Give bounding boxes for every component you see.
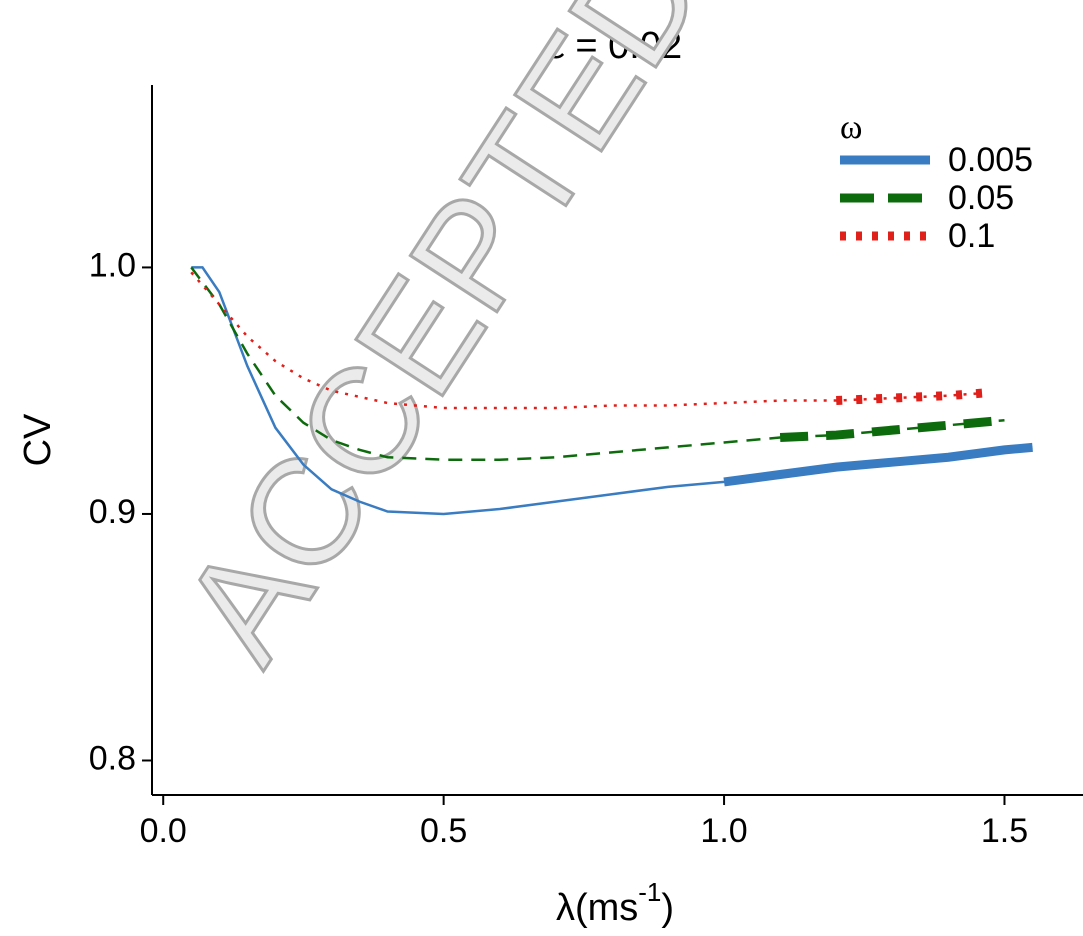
legend-label: 0.005 <box>948 141 1033 179</box>
y-tick-label: 0.9 <box>89 493 136 531</box>
x-tick-label: 0.0 <box>140 812 187 850</box>
watermark: ACCEPTED MANUSCRIPT <box>149 0 1083 689</box>
series-thick-segment <box>723 442 1033 487</box>
x-label-main: λ(ms <box>556 887 638 929</box>
y-axis-label: CV <box>17 413 59 466</box>
legend-title: ω <box>840 109 862 146</box>
series-line <box>190 271 983 410</box>
series-thick-segment <box>836 388 983 406</box>
legend-label: 0.05 <box>948 179 1014 217</box>
y-tick-label: 0.8 <box>89 739 136 777</box>
chart-title: ε = 0.02 <box>548 25 682 67</box>
series-thick-segment <box>779 415 1005 443</box>
x-axis-label: λ(ms-1) <box>556 877 674 929</box>
x-tick-label: 0.5 <box>420 812 467 850</box>
x-label-suffix: ) <box>661 887 674 929</box>
x-tick-label: 1.0 <box>700 812 747 850</box>
series-line <box>190 266 1005 461</box>
x-label-sup: -1 <box>638 877 661 907</box>
legend-label: 0.1 <box>948 217 995 255</box>
x-tick-label: 1.5 <box>981 812 1028 850</box>
y-tick-label: 1.0 <box>89 246 136 284</box>
